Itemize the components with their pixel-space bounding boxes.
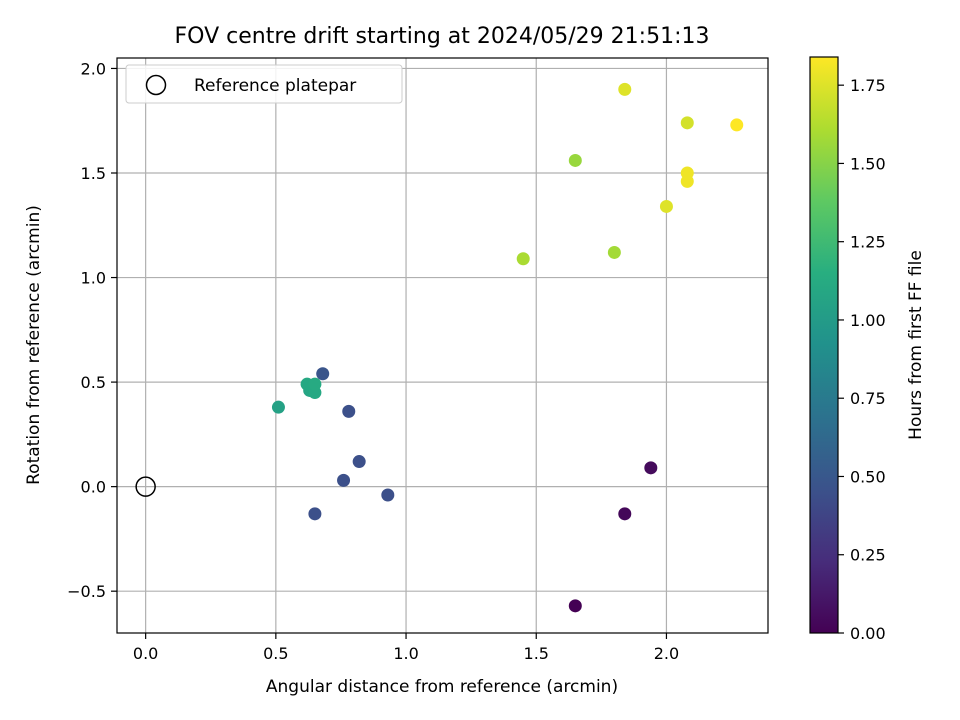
colorbar-label: Hours from first FF file <box>906 250 926 440</box>
data-point <box>618 82 632 96</box>
data-point <box>659 199 673 213</box>
y-tick-label: 0.0 <box>81 478 106 497</box>
data-point <box>607 245 621 259</box>
colorbar-tick-label: 0.00 <box>850 624 886 643</box>
plot-frame <box>116 57 769 634</box>
y-tick-label: 0.5 <box>81 373 106 392</box>
chart-title: FOV centre drift starting at 2024/05/29 … <box>175 24 710 49</box>
reference-marker-group <box>135 476 156 497</box>
data-point <box>680 166 694 180</box>
data-point <box>316 367 330 381</box>
colorbar-tick-label: 0.75 <box>850 389 886 408</box>
data-point <box>271 400 285 414</box>
y-tick-label: −0.5 <box>67 582 106 601</box>
y-axis-label: Rotation from reference (arcmin) <box>24 205 44 485</box>
data-point <box>730 118 744 132</box>
data-point <box>352 455 366 469</box>
data-point <box>568 153 582 167</box>
x-tick-label: 2.0 <box>654 644 679 663</box>
x-tick-label: 1.0 <box>393 644 418 663</box>
colorbar-tick-label: 1.50 <box>850 154 886 173</box>
colorbar-tick-label: 1.25 <box>850 233 886 252</box>
x-tick-label: 1.5 <box>524 644 549 663</box>
colorbar-ticks: 0.00 0.25 0.50 0.75 1.00 1.25 1.50 1.75 <box>838 76 886 643</box>
x-tick-label: 0.5 <box>263 644 288 663</box>
colorbar-frame <box>809 56 839 634</box>
y-tick-label: 2.0 <box>81 59 106 78</box>
data-points <box>271 82 744 613</box>
colorbar-tick-label: 0.50 <box>850 467 886 486</box>
legend: Reference platepar <box>125 64 403 104</box>
legend-reference-icon <box>145 74 167 96</box>
legend-box <box>125 64 403 104</box>
y-tick-label: 1.5 <box>81 164 106 183</box>
x-axis-ticks: 0.0 0.5 1.0 1.5 2.0 <box>133 633 679 663</box>
data-point <box>308 507 322 521</box>
grid <box>117 58 768 633</box>
x-axis-label: Angular distance from reference (arcmin) <box>266 677 618 697</box>
data-point <box>568 599 582 613</box>
y-axis-ticks: −0.5 0.0 0.5 1.0 1.5 2.0 <box>67 59 117 601</box>
data-point <box>381 488 395 502</box>
data-point <box>308 377 322 391</box>
data-point <box>680 116 694 130</box>
colorbar-tick-label: 1.75 <box>850 76 886 95</box>
colorbar-tick-label: 0.25 <box>850 546 886 565</box>
legend-reference-label: Reference platepar <box>194 76 356 96</box>
data-point <box>342 404 356 418</box>
data-point <box>618 507 632 521</box>
data-point <box>337 473 351 487</box>
y-tick-label: 1.0 <box>81 269 106 288</box>
colorbar <box>810 57 838 633</box>
colorbar-tick-label: 1.00 <box>850 311 886 330</box>
data-point <box>644 461 658 475</box>
reference-platepar-marker <box>135 476 156 497</box>
data-point <box>516 252 530 266</box>
x-tick-label: 0.0 <box>133 644 158 663</box>
